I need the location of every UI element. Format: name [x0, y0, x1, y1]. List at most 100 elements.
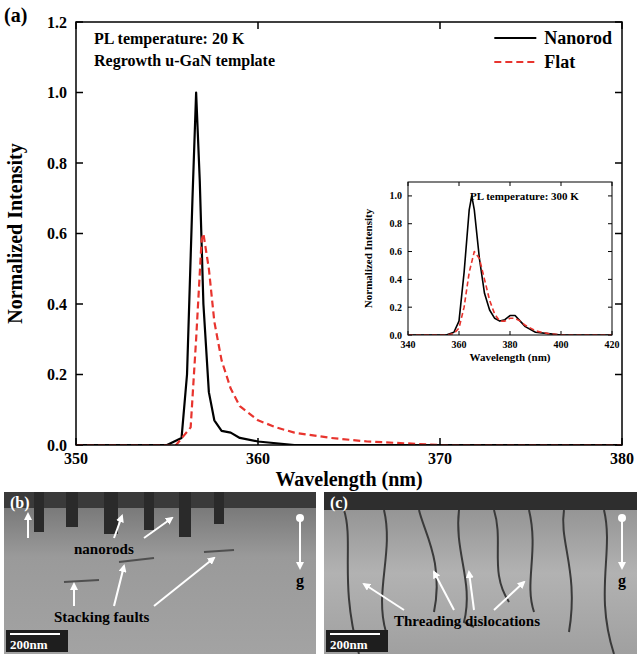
x-axis-title: Wavelength (nm): [275, 468, 422, 491]
y-tick: [408, 251, 412, 252]
arrow: [114, 516, 122, 538]
y-tick: [76, 233, 83, 235]
x-tick: [439, 22, 441, 29]
scale-bar-ground: [6, 630, 68, 652]
scale-bar: [330, 633, 380, 635]
g-vector: [621, 518, 623, 568]
surface: [324, 492, 637, 510]
nanorod-texture: [144, 492, 154, 530]
x-tick-label: 380: [610, 450, 634, 467]
chart-title: PL temperature: 300 K: [470, 190, 579, 202]
image-content: [4, 492, 316, 654]
annotation: Regrowth u-GaN template: [94, 52, 275, 70]
plot-frame: [408, 182, 612, 335]
x-tick: [257, 22, 259, 29]
legend-label: Nanorod: [544, 28, 612, 48]
image-ground: [4, 492, 316, 654]
scale-bar: [10, 633, 60, 635]
surface: [4, 492, 316, 508]
legend-label: Flat: [544, 52, 575, 72]
x-tick: [561, 182, 562, 186]
x-tick-label: 350: [64, 450, 88, 467]
y-tick: [615, 374, 622, 376]
nanorod-texture: [34, 492, 44, 532]
y-tick-label: 0.2: [47, 366, 67, 383]
y-axis-title: Normalized Intensity: [4, 143, 27, 324]
scale-bar-label: 200nm: [10, 637, 48, 652]
y-tick: [608, 195, 612, 196]
image-ground: [324, 492, 637, 654]
x-tick: [510, 182, 511, 186]
arrow: [154, 558, 214, 606]
annotation: Stacking faults: [54, 609, 150, 625]
y-tick: [615, 92, 622, 94]
x-tick-label: 360: [452, 339, 467, 350]
g-label: g: [296, 572, 304, 590]
panel-label: (c): [330, 494, 348, 512]
g-vector-origin: [618, 514, 626, 522]
arrow: [364, 584, 404, 610]
series-group: [76, 93, 622, 446]
x-tick: [510, 331, 511, 335]
dislocation-texture: [529, 510, 534, 612]
dislocation-texture: [563, 510, 572, 632]
legend-swatch: [494, 37, 536, 39]
figure: 0.00.20.40.60.81.01.2350360370380Wavelen…: [0, 0, 641, 659]
x-axis-title: Wavelength (nm): [470, 351, 551, 364]
fault-texture: [64, 580, 99, 582]
y-tick: [76, 162, 83, 164]
arrow: [73, 584, 75, 606]
y-tick: [615, 303, 622, 305]
legend: Nanorod Flat: [494, 28, 612, 72]
y-tick: [76, 92, 83, 94]
tem-image: (b) nanorods Stacking faults g 200nm: [4, 492, 316, 654]
scale-bar-ground: [326, 630, 388, 652]
fault-texture: [204, 550, 234, 552]
nanorod-texture: [104, 492, 118, 534]
arrow: [434, 572, 454, 610]
y-tick: [408, 279, 412, 280]
y-tick-label: 0.6: [390, 246, 403, 257]
x-tick-label: 370: [428, 450, 452, 467]
series-line: [408, 252, 612, 335]
y-tick-label: 0.4: [390, 274, 403, 285]
x-tick-label: 340: [401, 339, 416, 350]
y-tick: [408, 307, 412, 308]
tem-image: (c) Threading dislocations g 200nm: [324, 492, 637, 654]
y-tick-label: 0.8: [390, 218, 403, 229]
fault-texture: [119, 558, 154, 562]
y-tick-label: 1.0: [47, 84, 67, 101]
main-chart: 0.00.20.40.60.81.01.2350360370380Wavelen…: [4, 4, 634, 491]
dislocation-texture: [458, 510, 474, 627]
arrow: [494, 582, 524, 610]
y-tick: [608, 307, 612, 308]
y-tick: [615, 233, 622, 235]
annotation: nanorods: [74, 541, 134, 557]
nanorod-texture: [66, 492, 78, 527]
x-tick-label: 360: [246, 450, 270, 467]
image-content: [324, 492, 637, 654]
y-tick-label: 0.8: [47, 155, 67, 172]
g-label: g: [618, 572, 626, 590]
dislocation-texture: [419, 510, 437, 612]
panel-label: (b): [10, 494, 30, 512]
y-tick: [615, 162, 622, 164]
x-tick: [459, 331, 460, 335]
y-tick-label: 1.0: [390, 190, 403, 201]
y-tick: [76, 303, 83, 305]
dislocation-texture: [604, 510, 614, 654]
scale-bar-label: 200nm: [330, 637, 368, 652]
annotation: Threading dislocations: [394, 613, 540, 629]
annotation: PL temperature: 20 K: [94, 30, 245, 48]
series-line: [76, 93, 622, 446]
y-tick-label: 1.2: [47, 14, 67, 31]
arrow: [469, 572, 474, 610]
x-tick-label: 380: [503, 339, 518, 350]
inset-chart: 0.00.20.40.60.81.0340360380400420Wavelen…: [362, 182, 620, 364]
g-vector-origin: [296, 514, 304, 522]
y-tick: [76, 374, 83, 376]
y-tick: [608, 279, 612, 280]
g-vector: [299, 518, 301, 568]
panel-label: (a): [4, 4, 27, 27]
nanorod-texture: [214, 492, 224, 524]
